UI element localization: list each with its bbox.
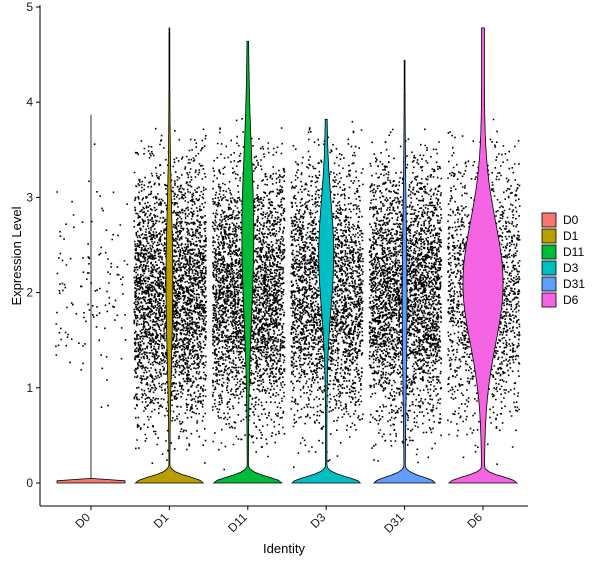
legend-swatch-d1 xyxy=(541,228,557,244)
legend-swatch-d11 xyxy=(541,244,557,260)
legend-label-d31: D31 xyxy=(563,277,585,291)
legend-swatch-d31 xyxy=(541,276,557,292)
jitter-points-d1 xyxy=(133,127,207,465)
jitter-points-d0 xyxy=(55,143,129,408)
violin-d3 xyxy=(291,118,362,484)
legend-swatch-d0 xyxy=(541,212,557,228)
x-tick-label-d1: D1 xyxy=(151,510,172,531)
x-tick-label-d0: D0 xyxy=(72,510,93,531)
violin-d0 xyxy=(56,114,126,484)
x-tick-label-d11: D11 xyxy=(225,510,250,535)
y-ticks: 0 1 2 3 4 5 xyxy=(26,0,40,490)
x-tick-label-d6: D6 xyxy=(464,510,485,531)
legend-label-d1: D1 xyxy=(563,229,579,243)
x-tick-label-d31: D31 xyxy=(381,510,407,536)
legend: D0 D1 D11 D3 D31 D6 xyxy=(541,212,585,308)
legend-label-d11: D11 xyxy=(563,245,584,259)
violin-d31 xyxy=(372,59,437,484)
jitter-points-layer xyxy=(55,118,521,471)
legend-label-d3: D3 xyxy=(563,261,579,275)
y-tick-label: 4 xyxy=(26,95,33,109)
y-tick-label: 1 xyxy=(26,381,33,395)
y-tick-label: 3 xyxy=(26,190,33,204)
y-tick-label: 0 xyxy=(26,476,33,490)
legend-swatch-d6 xyxy=(541,292,557,308)
violin-d1 xyxy=(134,27,205,484)
legend-swatch-d3 xyxy=(541,260,557,276)
violin-d11 xyxy=(212,40,283,484)
y-axis-title: Expression Level xyxy=(9,206,24,305)
y-tick-label: 5 xyxy=(26,0,33,14)
violins-layer xyxy=(56,27,519,484)
legend-label-d6: D6 xyxy=(563,293,579,307)
axes xyxy=(39,5,528,507)
x-axis-title: Identity xyxy=(263,541,305,556)
y-tick-label: 2 xyxy=(26,286,33,300)
x-tick-label-d3: D3 xyxy=(308,510,329,531)
violin-d6 xyxy=(447,27,519,484)
legend-label-d0: D0 xyxy=(563,213,579,227)
x-ticks: D0 D1 D11 D3 D31 D6 xyxy=(72,506,485,536)
